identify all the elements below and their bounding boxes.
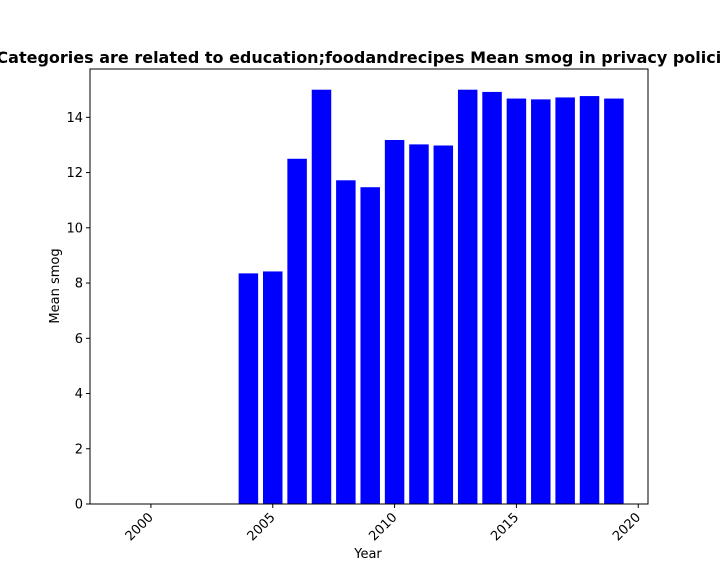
y-tick-label: 8 xyxy=(75,277,83,292)
y-tick-label: 10 xyxy=(66,221,83,236)
y-tick-label: 4 xyxy=(75,387,83,402)
bar-2017 xyxy=(555,97,575,504)
y-axis-label: Mean smog xyxy=(48,248,63,323)
bar-2015 xyxy=(506,98,527,504)
bar-2005 xyxy=(263,271,283,504)
x-tick-label: 2010 xyxy=(366,510,400,544)
bars-group xyxy=(238,89,624,504)
bar-2018 xyxy=(579,96,600,504)
chart-title: Categories are related to education;food… xyxy=(0,48,720,67)
x-tick-label: 2000 xyxy=(123,510,157,544)
bar-2008 xyxy=(336,180,356,504)
y-tick-label: 12 xyxy=(66,166,83,181)
bar-2019 xyxy=(604,98,624,504)
y-tick-label: 14 xyxy=(66,111,83,126)
y-tick-label: 0 xyxy=(75,498,83,513)
bar-2012 xyxy=(433,145,454,504)
x-axis: 2000 2005 2010 2015 2020 xyxy=(123,504,644,544)
bar-2010 xyxy=(384,139,405,504)
x-tick-label: 2015 xyxy=(488,510,522,544)
x-tick-label: 2020 xyxy=(610,510,644,544)
bar-2016 xyxy=(531,99,551,504)
y-axis: 0 2 4 6 8 10 12 14 xyxy=(66,111,90,513)
x-tick-label: 2005 xyxy=(245,510,279,544)
bar-2014 xyxy=(482,91,502,504)
bar-2007 xyxy=(311,89,332,504)
y-tick-label: 2 xyxy=(75,442,83,457)
plot-frame xyxy=(89,68,649,505)
y-tick-label: 6 xyxy=(75,332,83,347)
bar-2006 xyxy=(287,158,307,504)
bar-2013 xyxy=(457,89,478,504)
x-axis-label: Year xyxy=(353,547,382,562)
bar-2009 xyxy=(360,187,380,504)
bar-2011 xyxy=(409,144,429,504)
bar-2004 xyxy=(238,273,259,504)
